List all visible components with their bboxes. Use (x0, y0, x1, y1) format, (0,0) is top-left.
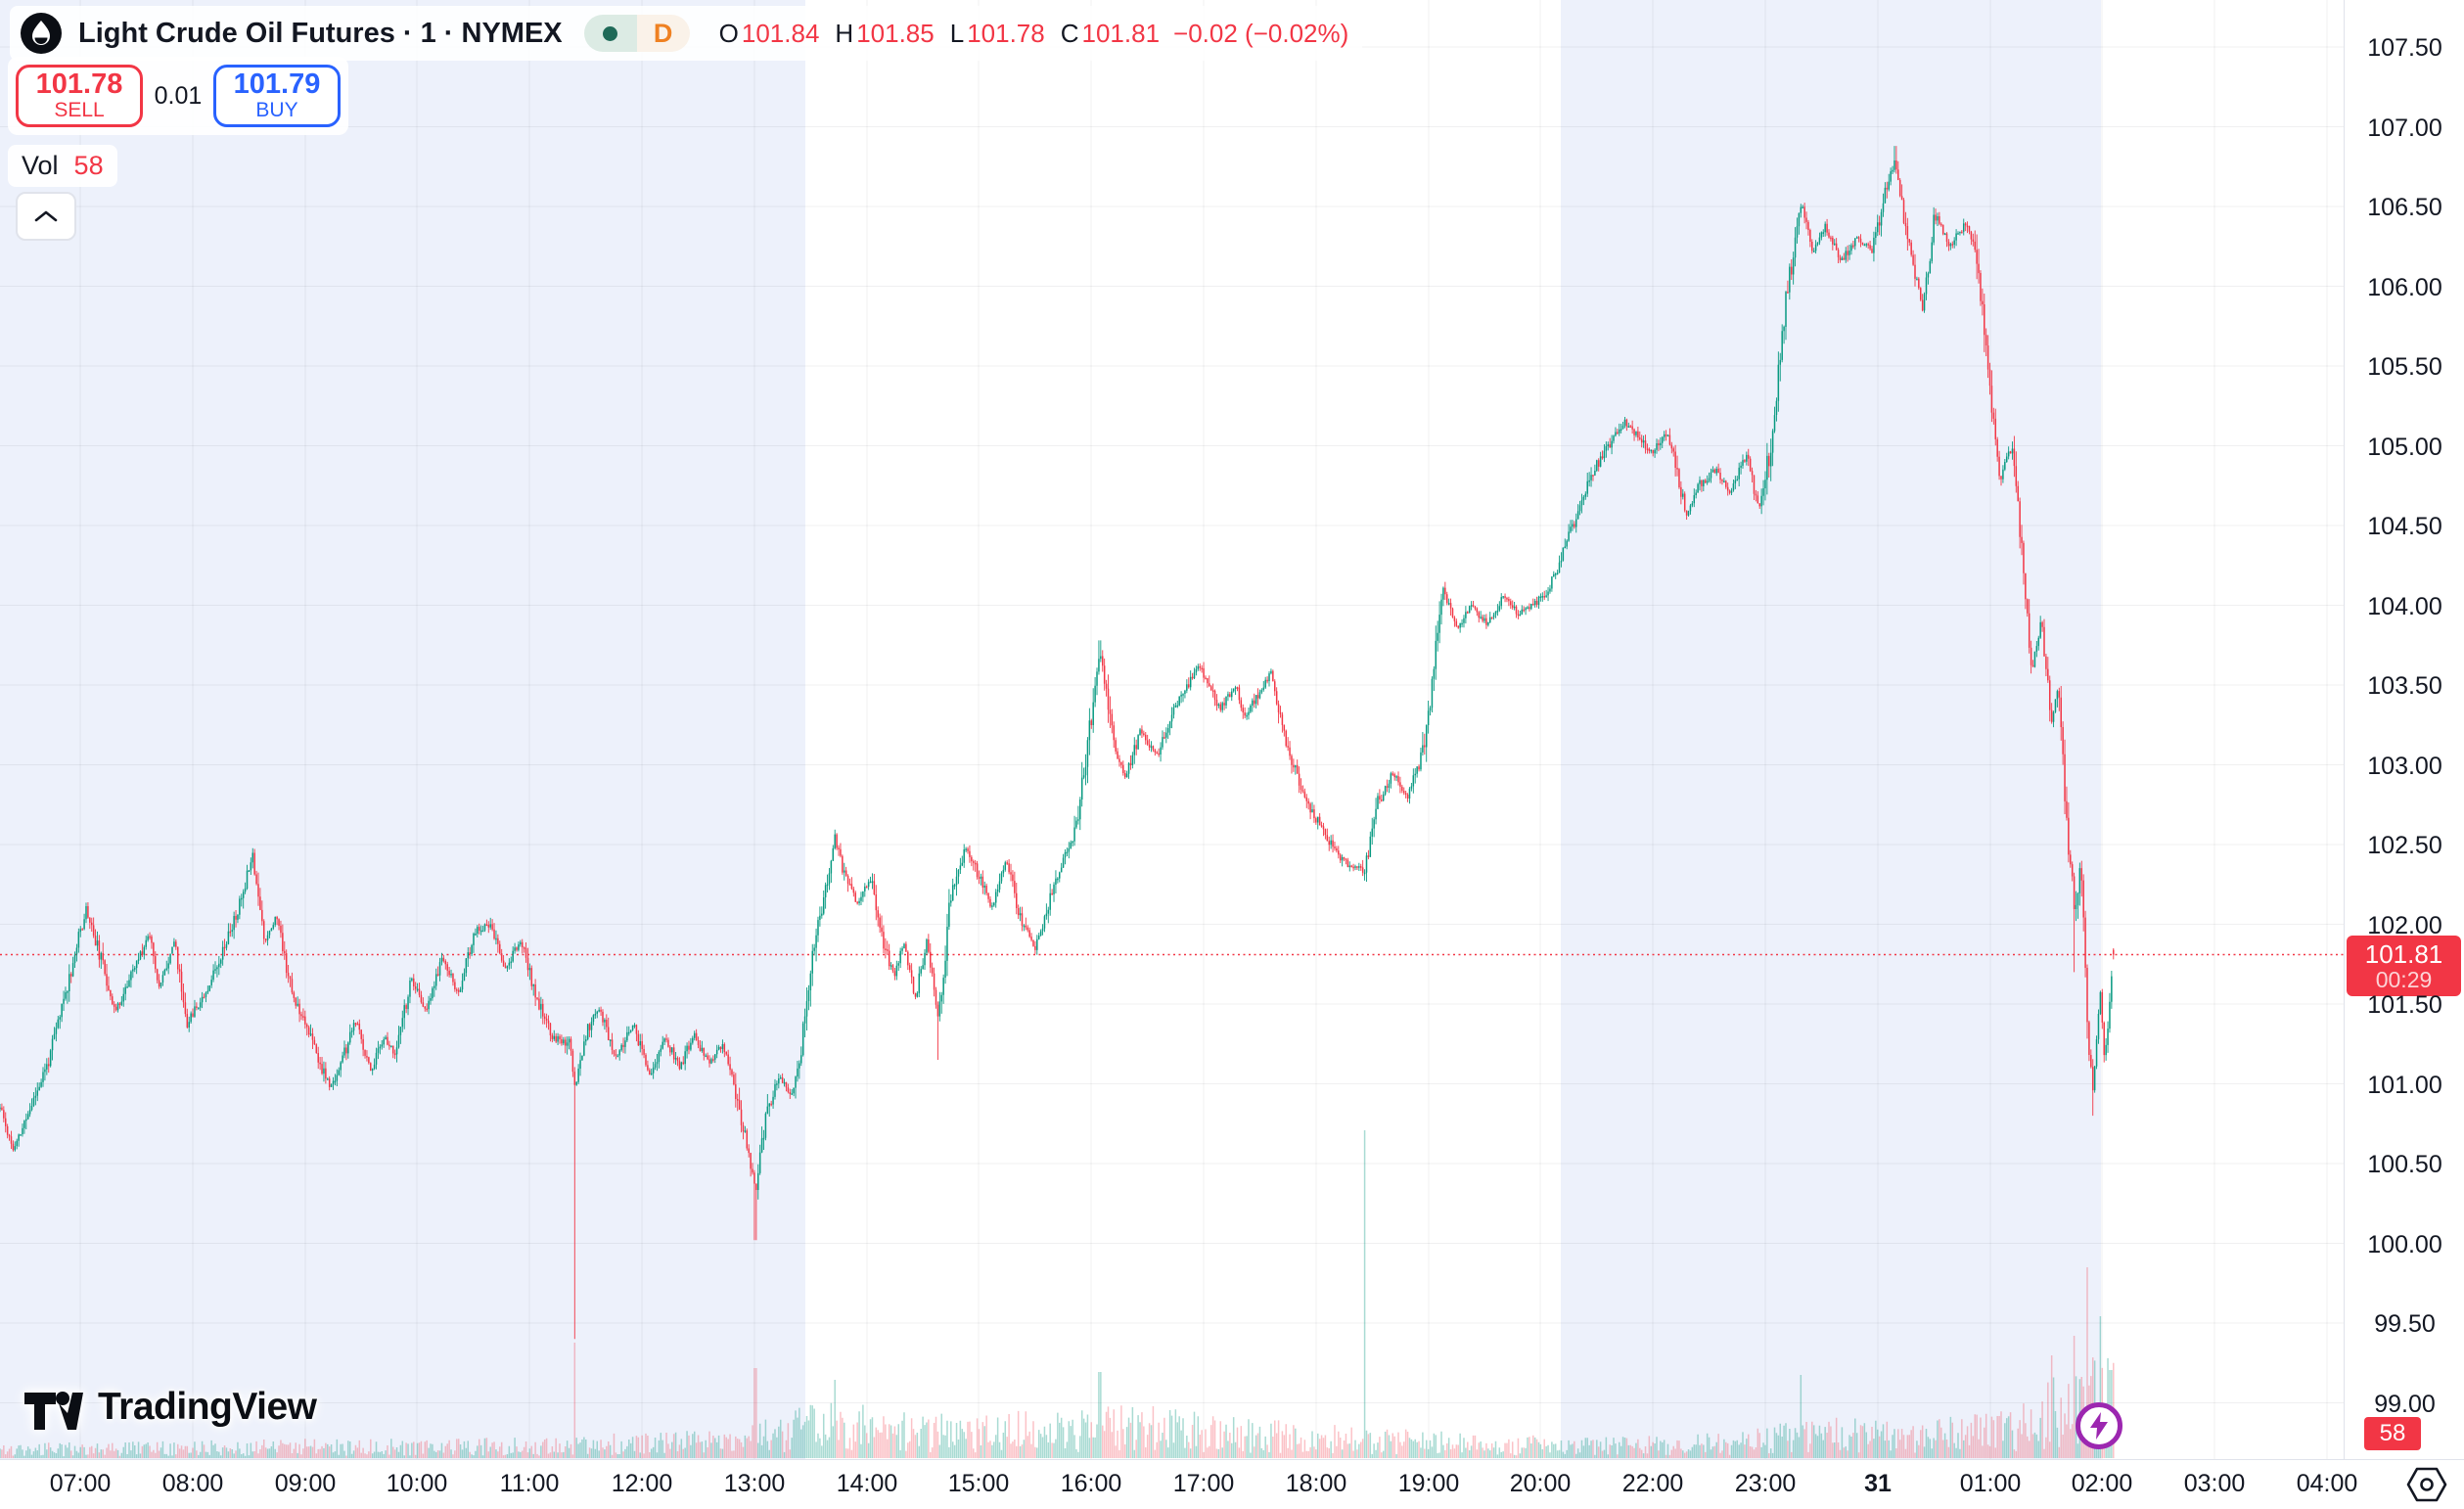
price-axis-label: 107.00 (2367, 114, 2442, 142)
high-value: 101.85 (856, 18, 935, 48)
time-axis-label: 16:00 (1060, 1470, 1122, 1497)
bar-countdown: 00:29 (2375, 967, 2433, 993)
high-label: H (835, 18, 854, 48)
spread-value: 0.01 (154, 81, 203, 110)
axis-settings-icon[interactable] (2405, 1465, 2448, 1504)
price-axis-label: 99.50 (2374, 1310, 2436, 1338)
volume-value: 58 (73, 151, 104, 180)
price-axis-label: 105.50 (2367, 353, 2442, 381)
delayed-data-badge: D (636, 15, 690, 52)
time-axis-label: 04:00 (2296, 1470, 2358, 1497)
time-axis-label: 08:00 (161, 1470, 224, 1497)
market-open-dot-icon (603, 25, 618, 41)
price-axis-label: 99.00 (2374, 1390, 2436, 1418)
volume-readout: Vol 58 (8, 145, 117, 187)
time-axis-label: 18:00 (1285, 1470, 1347, 1497)
price-axis-label: 106.00 (2367, 273, 2442, 301)
close-value: 101.81 (1081, 18, 1161, 48)
last-price-value: 101.81 (2364, 938, 2443, 969)
tradingview-glyph-icon (24, 1392, 83, 1430)
time-axis-label: 13:00 (723, 1470, 786, 1497)
time-axis-label: 23:00 (1734, 1470, 1797, 1497)
change-value: −0.02 (−0.02%) (1173, 18, 1349, 48)
price-axis-label: 103.50 (2367, 672, 2442, 700)
price-axis-label: 105.00 (2367, 433, 2442, 461)
chart-title[interactable]: Light Crude Oil Futures · 1 · NYMEX (78, 17, 563, 49)
time-axis-label: 09:00 (274, 1470, 337, 1497)
time-axis-label: 20:00 (1509, 1470, 1572, 1497)
time-axis-label: 14:00 (836, 1470, 898, 1497)
tradingview-logo[interactable]: TradingView (23, 1384, 317, 1431)
price-axis-label: 107.50 (2367, 34, 2442, 62)
market-status-badge[interactable]: D (583, 15, 690, 52)
time-axis-label: 01:00 (1959, 1470, 2022, 1497)
low-label: L (949, 18, 965, 48)
time-axis-label: 31 (1864, 1470, 1892, 1497)
time-axis-label: 02:00 (2071, 1470, 2133, 1497)
price-axis-label: 103.00 (2367, 752, 2442, 780)
candlestick-plot[interactable] (0, 0, 2344, 1459)
price-axis-label: 102.50 (2367, 832, 2442, 859)
open-value: 101.84 (741, 18, 820, 48)
time-axis-label: 10:00 (386, 1470, 448, 1497)
time-axis[interactable]: 07:00 08:00 09:00 10:00 11:00 12:00 13:00 14:00… (0, 1459, 2464, 1509)
time-axis-label: 15:00 (947, 1470, 1010, 1497)
buy-price: 101.79 (233, 69, 321, 100)
price-axis-label: 101.00 (2367, 1071, 2442, 1099)
time-axis-label: 22:00 (1621, 1470, 1684, 1497)
price-axis-label: 104.00 (2367, 592, 2442, 620)
volume-label: Vol (22, 151, 59, 180)
time-axis-label: 11:00 (499, 1470, 560, 1497)
price-axis-label: 100.50 (2367, 1151, 2442, 1178)
ohlc-readout: O 101.84 H 101.85 L 101.78 C 101.81 −0.0… (719, 19, 1349, 49)
price-axis-label: 100.00 (2367, 1230, 2442, 1258)
time-axis-label: 07:00 (49, 1470, 112, 1497)
time-axis-label: 03:00 (2183, 1470, 2246, 1497)
time-axis-label: 19:00 (1397, 1470, 1460, 1497)
sell-price: 101.78 (35, 69, 123, 100)
market-open-dot-wrap (583, 15, 637, 52)
tradingview-wordmark: TradingView (98, 1386, 317, 1428)
price-axis[interactable]: 101.81 00:29 58 107.50 107.00 106.50 106.00… (2344, 0, 2464, 1459)
buy-label: BUY (255, 99, 298, 122)
buy-button[interactable]: 101.79 BUY (213, 65, 341, 127)
last-price-tag: 101.81 00:29 (2347, 936, 2461, 997)
sell-label: SELL (54, 99, 105, 122)
instant-order-lightning-button[interactable] (2076, 1402, 2122, 1449)
time-axis-label: 17:00 (1172, 1470, 1235, 1497)
price-axis-label: 102.00 (2367, 911, 2442, 939)
sell-button[interactable]: 101.78 SELL (16, 65, 143, 127)
symbol-logo-icon (21, 13, 62, 54)
time-axis-label: 12:00 (611, 1470, 673, 1497)
open-label: O (718, 18, 739, 48)
close-label: C (1060, 18, 1079, 48)
lightning-bolt-icon (2090, 1412, 2108, 1440)
volume-tag: 58 (2364, 1417, 2421, 1450)
low-value: 101.78 (967, 18, 1045, 48)
order-panel: 101.78 SELL 0.01 101.79 BUY (8, 57, 348, 135)
collapse-panel-button[interactable] (16, 192, 76, 241)
price-axis-label: 104.50 (2367, 513, 2442, 540)
chevron-up-icon (34, 210, 58, 222)
chart-legend: Light Crude Oil Futures · 1 · NYMEX D O … (10, 6, 1363, 61)
price-axis-label: 106.50 (2367, 194, 2442, 221)
price-axis-label: 101.50 (2367, 991, 2442, 1019)
